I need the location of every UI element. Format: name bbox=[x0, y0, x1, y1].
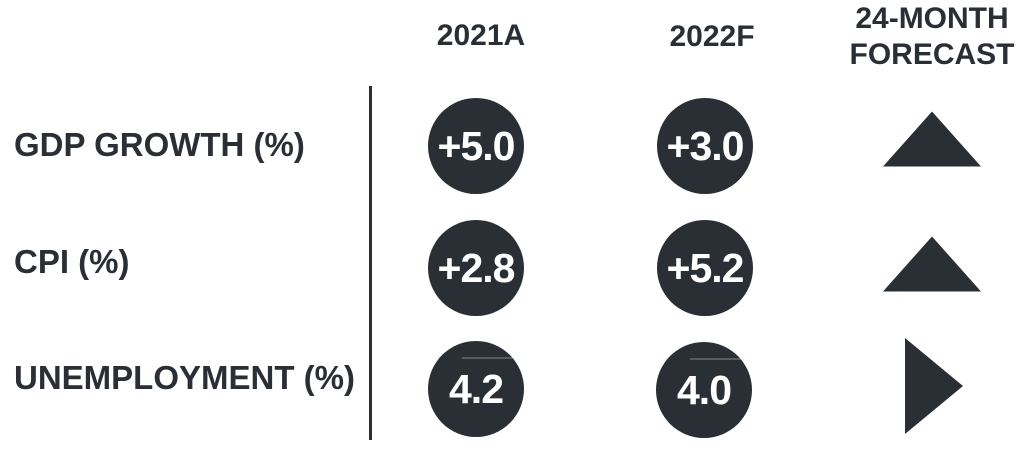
value-text: +2.8 bbox=[437, 244, 516, 291]
forecast-arrow-cpi bbox=[883, 237, 981, 292]
circle-gloss-line bbox=[689, 358, 750, 360]
value-text: +5.0 bbox=[437, 122, 516, 169]
column-header-2022f: 2022F bbox=[669, 20, 755, 53]
row-label-gdp-growth: GDP GROWTH (%) bbox=[14, 126, 305, 163]
value-badge-cpi-2022: +5.2 bbox=[657, 220, 753, 316]
circle-gloss-line bbox=[461, 357, 522, 359]
value-text: 4.2 bbox=[449, 365, 504, 412]
forecast-arrow-gdp bbox=[883, 112, 981, 167]
column-header-24-month-forecast: 24-MONTH FORECAST bbox=[850, 1, 1015, 73]
value-badge-unemployment-2022: 4.0 bbox=[656, 342, 752, 438]
vertical-divider bbox=[369, 86, 372, 440]
row-label-cpi: CPI (%) bbox=[14, 243, 130, 280]
row-label-unemployment: UNEMPLOYMENT (%) bbox=[14, 359, 355, 396]
value-text: +5.2 bbox=[666, 244, 745, 291]
value-text: 4.0 bbox=[677, 366, 732, 413]
value-badge-gdp-2021: +5.0 bbox=[428, 98, 524, 194]
value-badge-gdp-2022: +3.0 bbox=[657, 98, 753, 194]
column-header-2021a: 2021A bbox=[436, 19, 526, 52]
forecast-header-line2: FORECAST bbox=[849, 38, 1015, 71]
value-badge-unemployment-2021: 4.2 bbox=[428, 341, 524, 437]
value-text: +3.0 bbox=[666, 122, 745, 169]
forecast-header-line1: 24-MONTH bbox=[855, 2, 1009, 35]
value-badge-cpi-2021: +2.8 bbox=[428, 220, 524, 316]
forecast-arrow-unemployment bbox=[905, 338, 963, 434]
